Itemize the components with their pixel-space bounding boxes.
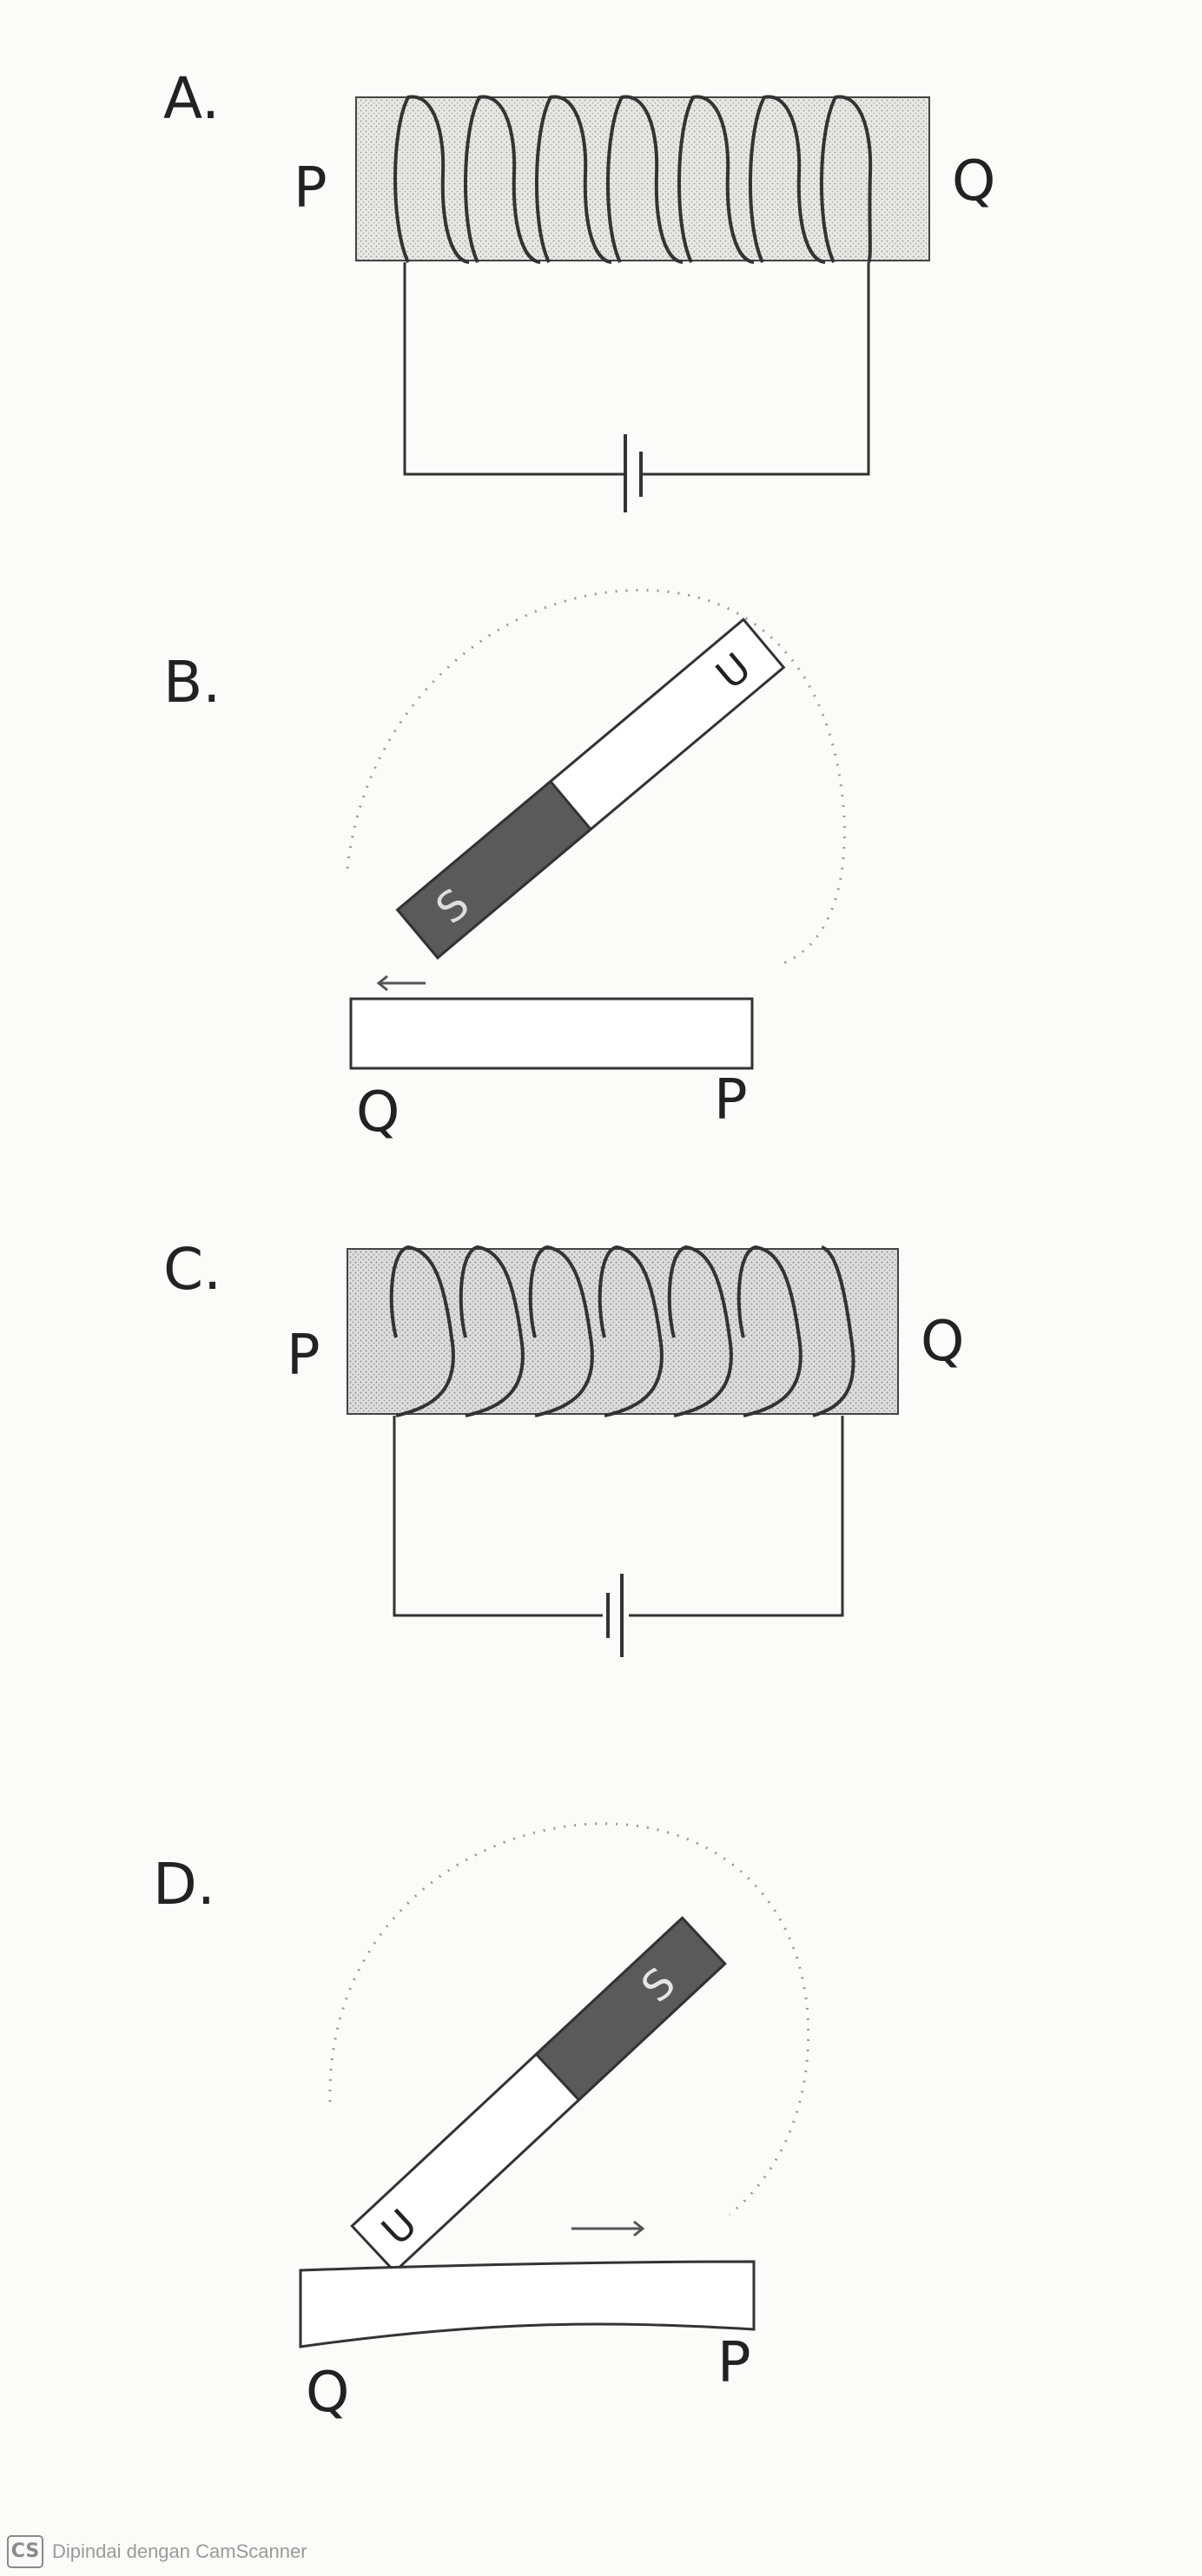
magnet-s-pole-b <box>395 779 593 960</box>
option-c-right-label: Q <box>921 1310 964 1374</box>
option-c-letter: C. <box>163 1236 221 1303</box>
iron-core-c <box>347 1248 899 1415</box>
option-b-right-label: P <box>714 1068 748 1133</box>
iron-core-a <box>355 96 930 261</box>
arrow-b <box>376 974 426 992</box>
motion-path-b <box>346 589 846 966</box>
camscanner-logo: CS <box>7 2535 43 2568</box>
option-d-left-label: Q <box>306 2361 349 2425</box>
scanner-watermark: CS Dipindai dengan CamScanner <box>7 2534 307 2569</box>
coil-a <box>393 95 873 264</box>
option-c: C. P Q <box>163 1236 964 1657</box>
circuit-wire-c <box>393 1416 844 1617</box>
option-c-left-label: P <box>287 1324 320 1388</box>
option-d-letter: D. <box>153 1851 215 1918</box>
steel-bar-d <box>299 2260 756 2348</box>
battery-a <box>613 434 643 512</box>
option-a: A. P Q <box>163 65 995 512</box>
option-b: B. Q P S U <box>163 589 846 1145</box>
option-a-left-label: P <box>294 156 327 221</box>
arrow-d <box>571 2220 645 2237</box>
battery-c <box>606 1574 624 1657</box>
option-a-letter: A. <box>163 65 220 132</box>
option-a-right-label: Q <box>952 149 995 214</box>
steel-bar-b <box>349 997 754 1070</box>
circuit-wire-a <box>403 262 870 476</box>
magnet-s-pole-d <box>534 1916 727 2102</box>
motion-path-d <box>328 1822 810 2216</box>
watermark-text: Dipindai dengan CamScanner <box>52 2540 307 2562</box>
option-d-right-label: P <box>717 2331 751 2395</box>
coil-c <box>389 1245 855 1417</box>
option-b-letter: B. <box>163 649 221 716</box>
option-b-left-label: Q <box>356 1080 400 1145</box>
option-d: D. Q P S U <box>153 1822 810 2425</box>
